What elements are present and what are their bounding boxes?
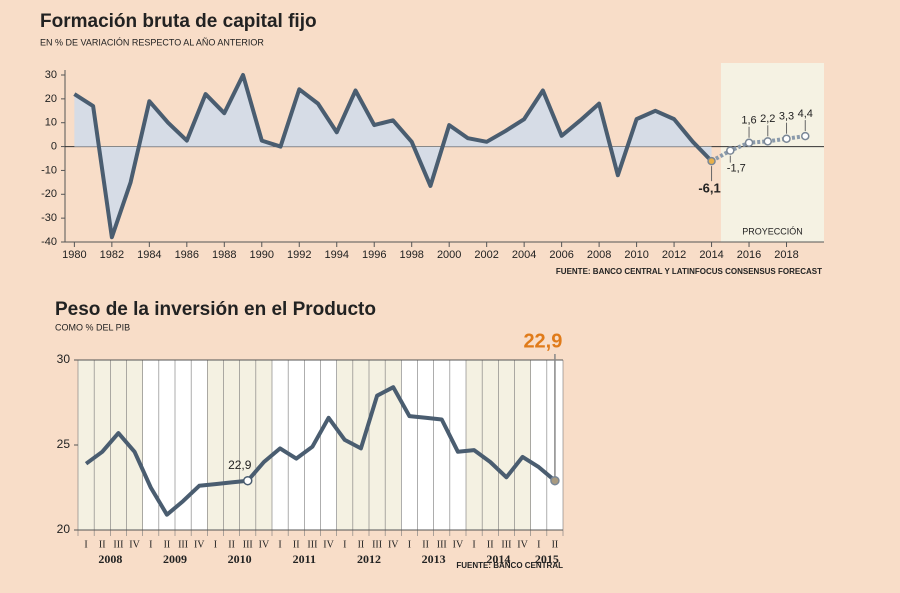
x-tick-label: 1988 — [212, 249, 236, 261]
x-tick-label: 2014 — [699, 249, 723, 261]
source: FUENTE: BANCO CENTRAL Y LATINFOCUS CONSE… — [556, 267, 822, 276]
y-tick-label: 25 — [57, 437, 71, 451]
y-tick-label: 30 — [45, 69, 57, 81]
year-label: 2008 — [98, 552, 122, 566]
x-tick-label: II — [99, 539, 106, 550]
y-tick-label: -30 — [41, 212, 57, 224]
x-tick-label: 2016 — [737, 249, 761, 261]
x-tick-label: 2012 — [662, 249, 686, 261]
y-tick-label: 10 — [45, 117, 57, 129]
x-tick-label: 1990 — [250, 249, 274, 261]
line — [73, 73, 713, 240]
x-tick-label: 1998 — [399, 249, 423, 261]
value-label: 1,6 — [741, 115, 756, 127]
x-tick-label: 1982 — [100, 249, 124, 261]
y-tick-label: 20 — [45, 93, 57, 105]
year-label: 2011 — [293, 552, 316, 566]
y-tick-label: 0 — [51, 140, 57, 152]
y-tick-label: -40 — [41, 236, 57, 248]
year-label: 2013 — [422, 552, 446, 566]
year-label: 2010 — [228, 552, 252, 566]
x-tick-label: III — [501, 539, 511, 550]
value-label: -1,7 — [727, 163, 746, 175]
x-tick-label: I — [278, 539, 281, 550]
x-tick-label: III — [243, 539, 253, 550]
x-tick-label: 2006 — [549, 249, 573, 261]
x-tick-label: IV — [453, 539, 464, 550]
x-tick-label: II — [422, 539, 429, 550]
x-tick-label: 1992 — [287, 249, 311, 261]
point — [550, 475, 560, 486]
x-tick-label: III — [307, 539, 317, 550]
x-tick-label: III — [372, 539, 382, 550]
y-tick-label: -20 — [41, 188, 57, 200]
x-tick-label: IV — [517, 539, 528, 550]
x-tick-label: II — [293, 539, 300, 550]
x-tick-label: 2018 — [774, 249, 798, 261]
x-tick-label: II — [228, 539, 235, 550]
chart-subtitle: EN % DE VARIACIÓN RESPECTO AL AÑO ANTERI… — [40, 37, 264, 47]
value-label: 22,9 — [228, 458, 252, 472]
x-tick-label: III — [178, 539, 188, 550]
point — [707, 156, 716, 166]
x-tick-label: 1986 — [175, 249, 199, 261]
x-tick-label: I — [343, 539, 346, 550]
x-tick-label: IV — [194, 539, 205, 550]
x-tick-label: I — [149, 539, 152, 550]
year-label: 2012 — [357, 552, 381, 566]
x-tick-label: II — [164, 539, 171, 550]
x-tick-label: IV — [129, 539, 140, 550]
projection-label: PROYECCIÓN — [742, 226, 803, 236]
chart-gfcf: Formación bruta de capital fijo EN % DE V… — [40, 11, 824, 276]
x-tick-label: 1994 — [324, 249, 348, 261]
value-label: 3,3 — [779, 111, 794, 123]
x-tick-label: II — [552, 539, 559, 550]
x-tick-label: III — [113, 539, 123, 550]
year-label: 2015 — [535, 552, 559, 566]
value-label: -6,1 — [698, 181, 720, 196]
x-tick-label: I — [214, 539, 217, 550]
source: FUENTE: BANCO CENTRAL — [456, 561, 563, 570]
x-tick-label: 2008 — [587, 249, 611, 261]
point — [763, 137, 773, 146]
value-label: 4,4 — [798, 108, 813, 120]
x-tick-label: IV — [323, 539, 334, 550]
x-tick-label: I — [408, 539, 411, 550]
line — [84, 385, 557, 517]
chart-investment: Peso de la inversión en el Producto COMO … — [55, 299, 564, 570]
x-tick-label: IV — [388, 539, 399, 550]
x-tick-label: I — [84, 539, 87, 550]
point — [243, 475, 253, 486]
year-label: 2009 — [163, 552, 187, 566]
x-tick-label: 2000 — [437, 249, 461, 261]
y-tick-label: 30 — [57, 352, 71, 366]
x-tick-label: I — [537, 539, 540, 550]
y-tick-label: -10 — [41, 164, 57, 176]
x-tick-label: III — [437, 539, 447, 550]
x-tick-label: 2010 — [624, 249, 648, 261]
x-tick-label: II — [487, 539, 494, 550]
point — [801, 131, 810, 141]
point — [744, 138, 754, 148]
point — [782, 134, 791, 143]
value-label: 2,2 — [760, 113, 775, 125]
value-label: 22,9 — [523, 330, 562, 352]
x-tick-label: 1984 — [137, 249, 161, 261]
chart-subtitle: COMO % DEL PIB — [55, 322, 130, 332]
projection-band — [720, 63, 824, 242]
x-tick-label: 2004 — [512, 249, 536, 261]
year-label: 2014 — [486, 552, 510, 566]
x-tick-label: II — [358, 539, 365, 550]
chart-title: Formación bruta de capital fijo — [40, 11, 317, 32]
x-tick-label: IV — [259, 539, 270, 550]
x-tick-label: 1980 — [62, 249, 86, 261]
chart-title: Peso de la inversión en el Producto — [55, 299, 376, 320]
point — [726, 146, 735, 155]
y-tick-label: 20 — [57, 522, 71, 536]
x-tick-label: I — [472, 539, 475, 550]
x-tick-label: 1996 — [362, 249, 386, 261]
x-tick-label: 2002 — [474, 249, 498, 261]
